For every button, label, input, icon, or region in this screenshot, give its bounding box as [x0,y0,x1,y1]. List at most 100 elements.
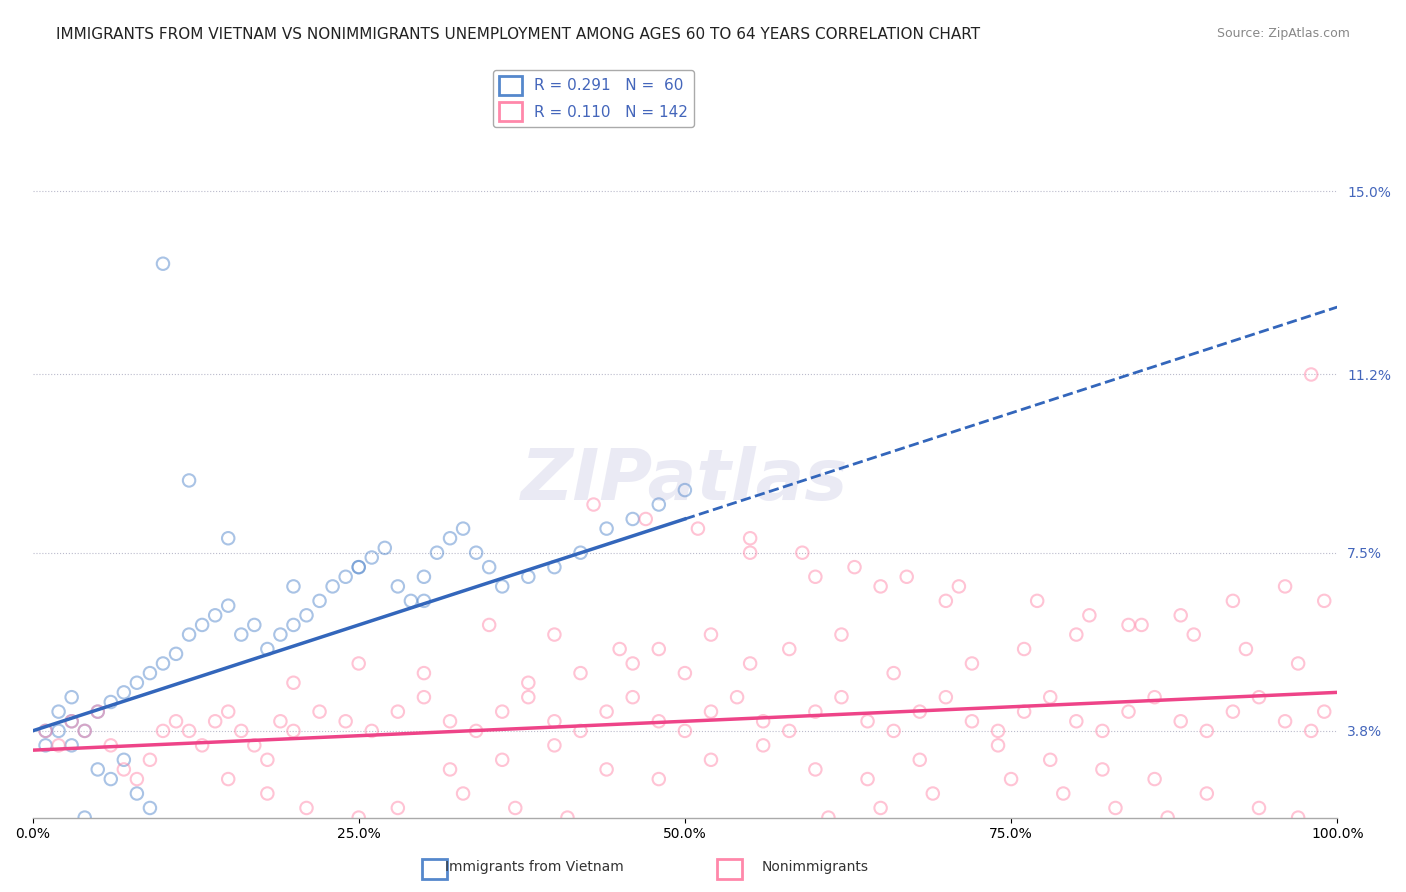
Point [1313,820,1336,834]
Point [1274,714,1296,729]
Point [347,560,370,574]
Point [908,705,931,719]
Point [217,531,239,545]
Point [1301,368,1323,382]
Point [387,801,409,815]
Point [648,772,671,786]
Point [399,594,422,608]
Point [87,763,110,777]
Point [478,618,501,632]
Point [948,579,970,593]
Point [112,753,135,767]
Point [283,618,305,632]
Point [387,705,409,719]
Point [217,599,239,613]
Point [569,723,592,738]
Point [778,642,800,657]
Point [621,690,644,705]
Point [491,705,513,719]
Point [335,570,357,584]
Point [48,820,70,834]
Point [856,714,879,729]
Point [295,801,318,815]
Point [804,763,827,777]
Point [112,763,135,777]
Point [765,820,787,834]
Point [139,801,162,815]
Point [1234,642,1257,657]
Point [987,723,1010,738]
Point [152,657,174,671]
Point [856,772,879,786]
Point [413,690,436,705]
Point [451,522,474,536]
Point [60,739,83,753]
Point [478,560,501,574]
Point [804,570,827,584]
Point [112,685,135,699]
Point [621,657,644,671]
Point [439,714,461,729]
Point [960,657,983,671]
Point [125,675,148,690]
Point [752,714,775,729]
Point [673,723,696,738]
Point [844,560,866,574]
Point [87,705,110,719]
Point [1130,618,1153,632]
Point [139,666,162,681]
Point [1301,723,1323,738]
Point [543,739,565,753]
Point [869,801,891,815]
Point [883,666,905,681]
Point [100,772,122,786]
Text: Source: ZipAtlas.com: Source: ZipAtlas.com [1216,27,1350,40]
Point [335,714,357,729]
Point [243,739,266,753]
Point [256,787,278,801]
Point [648,498,671,512]
Point [73,811,96,825]
Point [360,550,382,565]
Point [177,627,200,641]
Point [177,723,200,738]
Point [204,714,226,729]
Point [1078,608,1101,623]
Point [439,531,461,545]
Point [295,608,318,623]
Point [817,811,839,825]
Point [1118,618,1140,632]
Point [48,723,70,738]
Text: Immigrants from Vietnam: Immigrants from Vietnam [444,860,624,874]
Point [283,579,305,593]
Point [713,839,735,854]
Text: Nonimmigrants: Nonimmigrants [762,860,869,874]
Point [1222,705,1244,719]
Point [804,705,827,719]
Point [139,753,162,767]
Point [648,642,671,657]
Point [517,690,540,705]
Point [740,546,762,560]
Point [48,739,70,753]
Point [125,787,148,801]
Point [1170,608,1192,623]
Point [152,257,174,271]
Point [673,666,696,681]
Point [792,546,814,560]
Point [283,675,305,690]
Point [87,705,110,719]
Point [125,772,148,786]
Point [152,723,174,738]
Point [1274,579,1296,593]
Point [935,594,957,608]
Point [491,753,513,767]
Point [700,753,723,767]
Point [60,714,83,729]
Point [165,647,187,661]
Point [883,723,905,738]
Point [231,723,253,738]
Point [1039,753,1062,767]
Point [165,714,187,729]
Point [34,723,56,738]
